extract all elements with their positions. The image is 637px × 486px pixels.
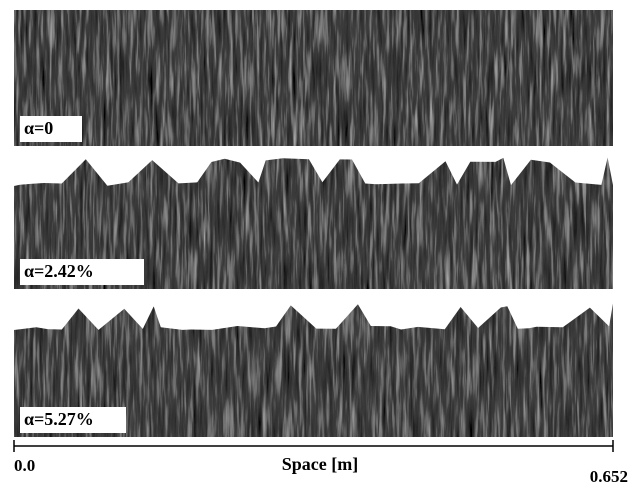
alpha-label: α=5.27% xyxy=(24,409,94,429)
panel-image xyxy=(14,10,613,146)
white-crest xyxy=(14,302,613,330)
alpha-label: α=2.42% xyxy=(24,261,94,281)
label-box xyxy=(20,259,144,285)
axis-start-label: 0.0 xyxy=(14,456,35,475)
label-box xyxy=(20,116,82,142)
panel: α=0 xyxy=(14,10,613,146)
label-box xyxy=(20,407,126,433)
axis-end-label: 0.652 xyxy=(590,467,628,486)
axis-title: Space [m] xyxy=(282,454,358,474)
panel: α=2.42% xyxy=(14,156,613,289)
white-crest xyxy=(14,156,613,186)
alpha-label: α=0 xyxy=(24,118,53,138)
panel: α=5.27% xyxy=(14,302,613,437)
